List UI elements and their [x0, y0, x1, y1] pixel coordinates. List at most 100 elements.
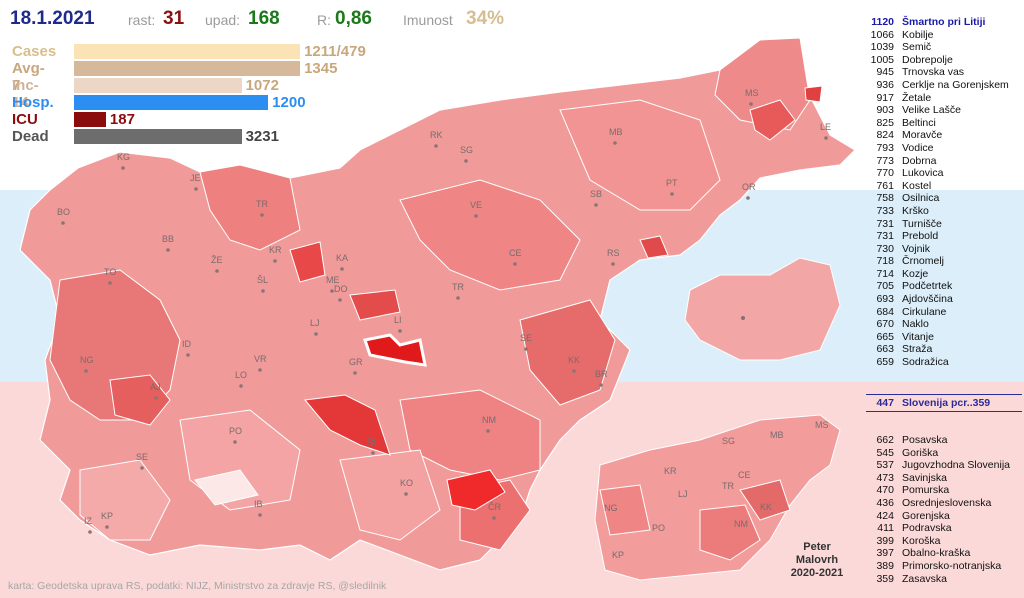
inset-region-label: SG	[722, 436, 735, 446]
map-label-dot	[434, 144, 438, 148]
highlight-dobrna	[639, 235, 669, 259]
list-item-value: 770	[876, 167, 894, 180]
list-item: 663 Straža	[866, 343, 1009, 356]
map-label-dot	[233, 440, 237, 444]
list-item-value: 411	[877, 522, 894, 535]
list-item-value: 758	[876, 192, 894, 205]
list-item-value: 537	[876, 459, 894, 472]
stat-bar-value: 1200	[272, 94, 306, 111]
upad-value: 168	[248, 8, 280, 29]
map-label: IB	[254, 499, 263, 509]
list-item-value: 693	[876, 293, 894, 306]
map-label-dot	[398, 329, 402, 333]
map-label: IZ	[84, 516, 93, 526]
map-label-dot	[611, 262, 615, 266]
list-item: 945 Trnovska vas	[866, 66, 1009, 79]
list-item-name: Črnomelj	[902, 255, 945, 268]
list-item-name: Savinjska	[902, 471, 947, 484]
list-item: 424 Gorenjska	[866, 510, 1010, 523]
inset-regions-outline	[594, 414, 841, 581]
list-item: 397 Obalno-kraška	[866, 547, 1010, 560]
highlight-kocevje	[446, 469, 506, 511]
list-item-name: Goriška	[902, 446, 939, 459]
list-item: 470 Pomurska	[866, 484, 1010, 497]
list-item-name: Sodražica	[902, 356, 949, 369]
stat-bar-label: Inc-14	[12, 77, 39, 111]
inset-slovenia-outline	[684, 257, 841, 361]
list-item-value: 773	[876, 154, 894, 167]
date-label: 18.1.2021	[10, 8, 95, 29]
highlight-velike-lasce	[304, 394, 391, 456]
list-item-name: Podravska	[902, 522, 952, 535]
stat-bar-value: 187	[109, 111, 135, 128]
map-label: BR	[595, 369, 608, 379]
map-label-dot	[486, 429, 490, 433]
inset-region-label: MB	[770, 430, 784, 440]
map-label-dot	[108, 281, 112, 285]
map-label: ME	[326, 275, 340, 285]
list-item-value: 733	[876, 204, 894, 217]
list-item: 730 Vojnik	[866, 243, 1009, 256]
list-item-name: Posavska	[902, 434, 948, 446]
map-label-dot	[260, 213, 264, 217]
region-kocevje	[339, 449, 441, 541]
map-label-dot	[524, 347, 528, 351]
map-label: PT	[666, 178, 678, 188]
list-item-value: 1005	[870, 53, 894, 66]
map-label-dot	[105, 525, 109, 529]
inset-region-label: PO	[652, 523, 665, 533]
list-item-name: Naklo	[902, 318, 929, 331]
r-value: 0,86	[335, 8, 372, 29]
highlight-cerklje	[289, 241, 326, 283]
region-gorenjska	[199, 164, 301, 251]
list-item-value: 662	[876, 434, 894, 446]
list-item: 917 Žetale	[866, 92, 1009, 105]
r-label: R:	[317, 12, 331, 28]
list-item-value: 473	[876, 471, 894, 484]
list-item-value: 1066	[870, 28, 894, 41]
list-item-value: 825	[876, 116, 894, 129]
list-item-value: 793	[876, 141, 894, 154]
list-item: 684 Cirkulane	[866, 306, 1009, 319]
map-label-dot	[353, 371, 357, 375]
map-label: SB	[590, 189, 602, 199]
map-label-dot	[61, 221, 65, 225]
map-label: ČR	[488, 502, 501, 512]
map-label-dot	[258, 513, 262, 517]
map-label: GR	[349, 357, 363, 367]
slovenia-summary: 447 Slovenija pcr..359	[866, 394, 1022, 412]
list-item-name: Dobrepolje	[902, 53, 953, 66]
stat-bar-fill	[74, 61, 301, 76]
list-item-name: Kobilje	[902, 28, 934, 41]
list-item-value: 359	[876, 572, 894, 585]
region-podravska	[559, 99, 721, 211]
inset-region-label: NM	[734, 519, 748, 529]
list-item-name: Vojnik	[902, 242, 931, 255]
list-item-value: 761	[876, 179, 894, 192]
list-item-name: Beltinci	[902, 116, 936, 129]
list-item-name: Semič	[902, 41, 932, 54]
map-label: RI	[367, 437, 376, 447]
list-item-value: 718	[876, 255, 894, 268]
map-label-dot	[140, 466, 144, 470]
map-label-dot	[371, 451, 375, 455]
map-label: AJ	[150, 382, 161, 392]
map-label-dot	[513, 262, 517, 266]
list-item: 670 Naklo	[866, 318, 1009, 331]
list-item-value: 824	[876, 129, 894, 142]
stat-bar-label: Cases	[12, 43, 57, 60]
list-item-value: 730	[876, 242, 894, 255]
map-label: KK	[568, 355, 580, 365]
map-label-dot	[670, 192, 674, 196]
list-item-value: 714	[876, 267, 894, 280]
list-item: 399 Koroška	[866, 535, 1010, 548]
map-label-dot	[88, 530, 92, 534]
map-label-dot	[166, 248, 170, 252]
list-item-value: 684	[876, 305, 894, 318]
map-label: BO	[57, 207, 70, 217]
list-item-value: 470	[876, 484, 894, 497]
map-label: MB	[609, 127, 623, 137]
list-item-value: 397	[876, 547, 894, 560]
highlight-smartno	[363, 333, 427, 367]
list-item-value: 903	[876, 104, 894, 117]
